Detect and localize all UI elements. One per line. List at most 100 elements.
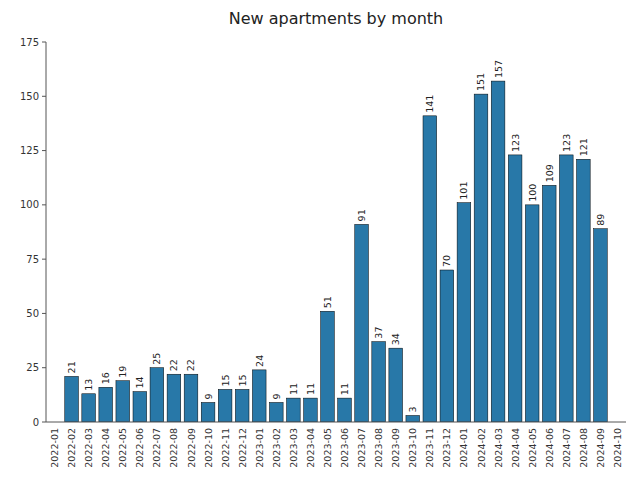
bar — [133, 392, 147, 422]
bar — [150, 368, 164, 422]
y-tick — [42, 42, 46, 43]
y-tick-label: 175 — [20, 37, 39, 48]
bar — [491, 81, 505, 422]
x-tick-label: 2022-12 — [237, 428, 248, 468]
data-label: 37 — [373, 327, 384, 339]
data-label: 51 — [322, 296, 333, 308]
data-label: 141 — [424, 95, 435, 113]
bar — [269, 402, 283, 422]
x-tick-label: 2023-08 — [373, 428, 384, 468]
y-tick — [42, 96, 46, 97]
data-label: 25 — [151, 353, 162, 365]
x-tick-label: 2024-06 — [544, 428, 555, 468]
x-tick-label: 2024-03 — [493, 428, 504, 468]
data-label: 11 — [288, 383, 299, 395]
bar — [542, 185, 556, 422]
bar — [406, 415, 420, 422]
chart-svg: New apartments by month02550751001251501… — [0, 0, 640, 480]
bar — [440, 270, 454, 422]
y-tick — [42, 367, 46, 368]
y-tick-label: 100 — [20, 199, 39, 210]
bars — [65, 81, 607, 422]
data-label: 21 — [66, 361, 77, 373]
y-tick — [42, 422, 46, 423]
x-tick-label: 2023-12 — [441, 428, 452, 468]
bar — [372, 342, 386, 422]
data-label: 22 — [186, 359, 197, 371]
x-tick-label: 2022-06 — [134, 428, 145, 468]
x-tick-label: 2024-10 — [612, 428, 623, 468]
data-label: 15 — [237, 374, 248, 386]
bar — [99, 387, 113, 422]
x-tick-label: 2023-01 — [254, 428, 265, 468]
bar — [474, 94, 488, 422]
data-label: 11 — [339, 383, 350, 395]
bar — [355, 224, 369, 422]
data-label: 121 — [578, 138, 589, 156]
bar — [82, 394, 96, 422]
y-axis-line — [46, 42, 47, 422]
x-tick-label: 2023-02 — [271, 428, 282, 468]
bar — [252, 370, 266, 422]
data-label: 3 — [407, 406, 418, 412]
x-tick-label: 2023-06 — [339, 428, 350, 468]
chart-container: New apartments by month02550751001251501… — [0, 0, 640, 480]
data-label: 91 — [356, 209, 367, 221]
y-tick-label: 75 — [26, 254, 39, 265]
x-tick-label: 2022-07 — [151, 428, 162, 468]
bar — [559, 155, 573, 422]
x-tick-label: 2022-11 — [220, 428, 231, 468]
data-label: 9 — [203, 393, 214, 399]
y-axis: 0255075100125150175 — [20, 37, 46, 428]
x-tick-label: 2024-01 — [458, 428, 469, 468]
bar — [389, 348, 403, 422]
y-tick-label: 125 — [20, 145, 39, 156]
x-tick-label: 2022-05 — [117, 428, 128, 468]
data-label: 16 — [100, 372, 111, 384]
x-tick-label: 2022-09 — [186, 428, 197, 468]
data-label: 34 — [390, 333, 401, 345]
bar — [508, 155, 522, 422]
data-label: 9 — [271, 393, 282, 399]
x-axis-line — [46, 422, 626, 423]
x-tick-label: 2023-11 — [424, 428, 435, 468]
y-tick — [42, 259, 46, 260]
bar — [525, 205, 539, 422]
x-tick-label: 2022-08 — [168, 428, 179, 468]
data-label: 19 — [117, 366, 128, 378]
bar — [235, 389, 249, 422]
y-tick — [42, 313, 46, 314]
bar — [304, 398, 318, 422]
bar — [321, 311, 335, 422]
data-label: 24 — [254, 355, 265, 367]
y-tick-label: 150 — [20, 91, 39, 102]
data-label: 157 — [493, 60, 504, 78]
x-axis: 2022-012022-022022-032022-042022-052022-… — [49, 428, 623, 468]
bar — [116, 381, 130, 422]
x-tick-label: 2023-04 — [305, 428, 316, 468]
data-label: 15 — [220, 374, 231, 386]
bar — [457, 203, 471, 422]
bar — [201, 402, 215, 422]
x-tick-label: 2024-07 — [561, 428, 572, 468]
bar — [287, 398, 301, 422]
bar — [338, 398, 352, 422]
x-tick-label: 2023-07 — [356, 428, 367, 468]
data-label: 13 — [83, 379, 94, 391]
data-label: 11 — [305, 383, 316, 395]
bar — [423, 116, 437, 422]
x-tick-label: 2023-09 — [390, 428, 401, 468]
x-tick-label: 2024-02 — [476, 428, 487, 468]
bar — [184, 374, 198, 422]
x-tick-label: 2024-04 — [510, 428, 521, 468]
bar — [167, 374, 181, 422]
y-tick-label: 50 — [26, 308, 39, 319]
y-tick — [42, 204, 46, 205]
x-tick-label: 2023-10 — [407, 428, 418, 468]
data-label: 123 — [561, 134, 572, 152]
y-tick-label: 25 — [26, 362, 39, 373]
x-tick-label: 2024-08 — [578, 428, 589, 468]
data-label: 89 — [595, 214, 606, 226]
title: New apartments by month — [229, 9, 444, 28]
data-label: 151 — [476, 73, 487, 91]
